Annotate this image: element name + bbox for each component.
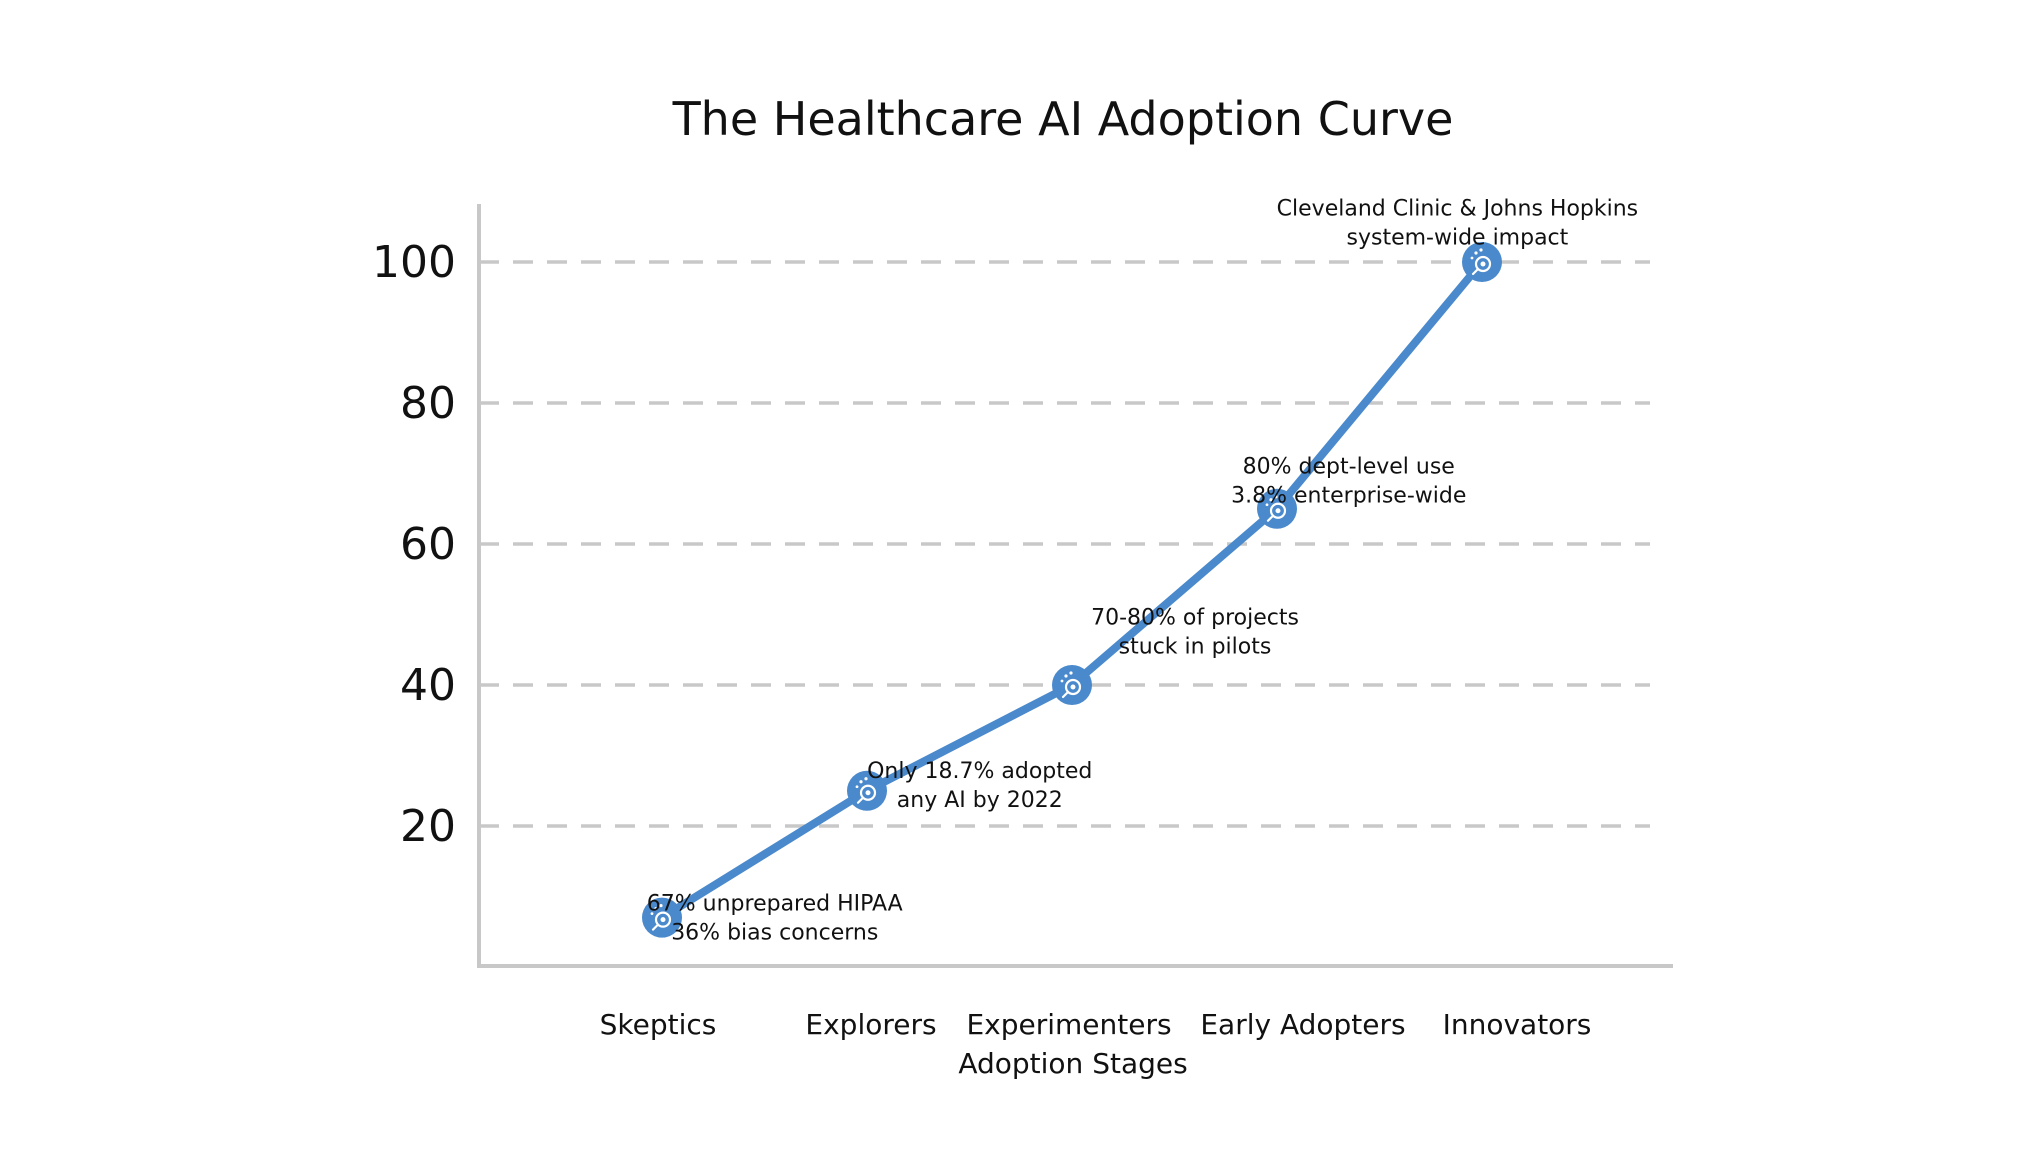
ai-icon xyxy=(1265,495,1287,522)
x-tick-innovators: Innovators xyxy=(1443,1008,1592,1041)
x-tick-experimenters: Experimenters xyxy=(966,1008,1171,1041)
x-tick-skeptics: Skeptics xyxy=(600,1008,717,1041)
data-point-explorers xyxy=(847,770,887,811)
ai-icon xyxy=(1470,248,1492,276)
y-tick-labels: 20 40 60 80 100 xyxy=(372,237,456,852)
annotation-3: 70-80% of projects stuck in pilots xyxy=(1091,605,1299,659)
ai-icon xyxy=(855,777,877,804)
gridlines xyxy=(479,260,1650,828)
annotation-2: Only 18.7% adopted any AI by 2022 xyxy=(867,759,1092,813)
data-point-early-adopters xyxy=(1257,488,1297,529)
annotations: 67% unprepared HIPAA 36% bias concerns Onl… xyxy=(647,196,1638,945)
y-tick-100: 100 xyxy=(372,237,456,288)
y-tick-40: 40 xyxy=(400,660,456,711)
annotation-4: 80% dept-level use 3.8% enterprise-wide xyxy=(1231,455,1466,509)
chart-title: The Healthcare AI Adoption Curve xyxy=(672,92,1454,146)
series-adoption xyxy=(658,258,1486,922)
y-tick-80: 80 xyxy=(400,378,456,429)
annotation-1: 67% unprepared HIPAA 36% bias concerns xyxy=(647,892,903,946)
axes xyxy=(477,204,1673,968)
data-point-innovators xyxy=(1462,242,1502,282)
y-tick-60: 60 xyxy=(400,519,456,570)
ai-icon xyxy=(1060,671,1082,699)
x-tick-early-adopters: Early Adopters xyxy=(1200,1008,1405,1041)
data-point-skeptics xyxy=(642,897,682,938)
annotation-5: Cleveland Clinic & Johns Hopkins system-w… xyxy=(1277,196,1638,250)
ai-icon xyxy=(650,904,672,931)
x-tick-labels: Skeptics Explorers Experimenters Early Adop… xyxy=(600,1008,1592,1041)
x-tick-explorers: Explorers xyxy=(805,1008,936,1041)
data-markers xyxy=(642,242,1502,938)
data-point-experimenters xyxy=(1052,665,1092,705)
x-axis-label: Adoption Stages xyxy=(958,1047,1187,1080)
series-line xyxy=(658,258,1486,922)
y-tick-20: 20 xyxy=(400,801,456,852)
